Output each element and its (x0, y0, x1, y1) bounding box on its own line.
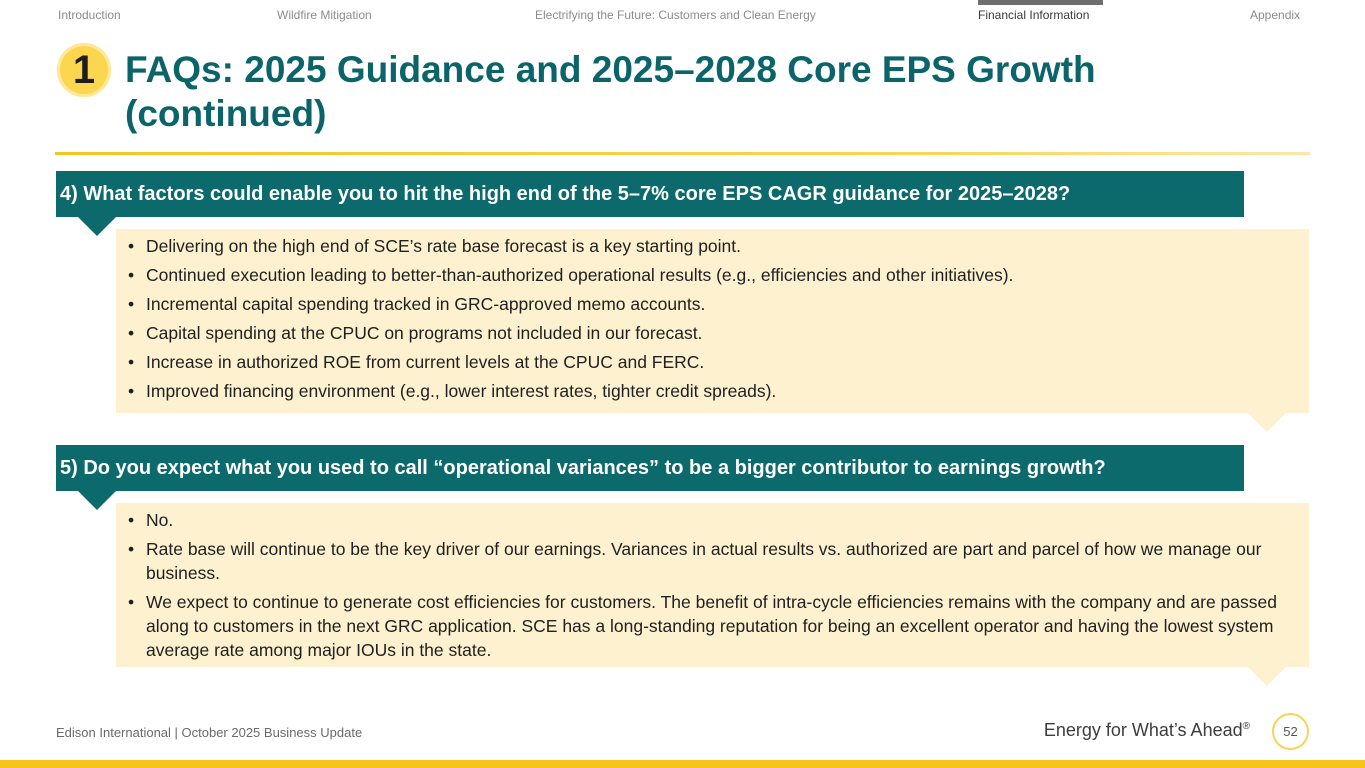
section-number-badge: 1 (57, 43, 111, 97)
page-title: FAQs: 2025 Guidance and 2025–2028 Core E… (125, 49, 1096, 134)
answer-list: No. Rate base will continue to be the ke… (128, 508, 1297, 662)
list-item: No. (128, 508, 1297, 532)
answer-pointer (1248, 667, 1286, 686)
nav-item-wildfire-mitigation[interactable]: Wildfire Mitigation (277, 8, 372, 22)
faq-question-5: 5) Do you expect what you used to call “… (56, 445, 1244, 491)
faq-answer-4: Delivering on the high end of SCE’s rate… (116, 229, 1309, 413)
list-item: Capital spending at the CPUC on programs… (128, 321, 1297, 345)
footer-accent-bar (0, 760, 1365, 768)
footer-company-date: Edison International | October 2025 Busi… (56, 725, 363, 740)
nav-item-financial-information[interactable]: Financial Information (978, 8, 1090, 22)
answer-list: Delivering on the high end of SCE’s rate… (128, 234, 1297, 403)
nav-item-introduction[interactable]: Introduction (58, 8, 121, 22)
section-nav: Introduction Wildfire Mitigation Electri… (0, 0, 1365, 30)
nav-active-indicator (978, 0, 1103, 5)
list-item: Rate base will continue to be the key dr… (128, 537, 1297, 585)
list-item: Incremental capital spending tracked in … (128, 292, 1297, 316)
nav-item-appendix[interactable]: Appendix (1250, 8, 1301, 22)
list-item: Increase in authorized ROE from current … (128, 350, 1297, 374)
question-pointer (78, 217, 116, 236)
faq-answer-5: No. Rate base will continue to be the ke… (116, 503, 1309, 667)
faq-question-4: 4) What factors could enable you to hit … (56, 171, 1244, 217)
tagline-text: Energy for What’s Ahead (1043, 720, 1243, 740)
nav-item-electrifying-the-future[interactable]: Electrifying the Future: Customers and C… (535, 8, 816, 22)
list-item: Continued execution leading to better-th… (128, 263, 1297, 287)
list-item: We expect to continue to generate cost e… (128, 590, 1297, 662)
question-pointer (78, 491, 116, 510)
answer-pointer (1248, 413, 1286, 432)
page-number: 52 (1272, 713, 1309, 750)
registered-mark: ® (1242, 721, 1250, 732)
list-item: Delivering on the high end of SCE’s rate… (128, 234, 1297, 258)
footer-tagline: Energy for What’s Ahead® (1044, 720, 1250, 741)
list-item: Improved financing environment (e.g., lo… (128, 379, 1297, 403)
title-divider (55, 152, 1310, 155)
